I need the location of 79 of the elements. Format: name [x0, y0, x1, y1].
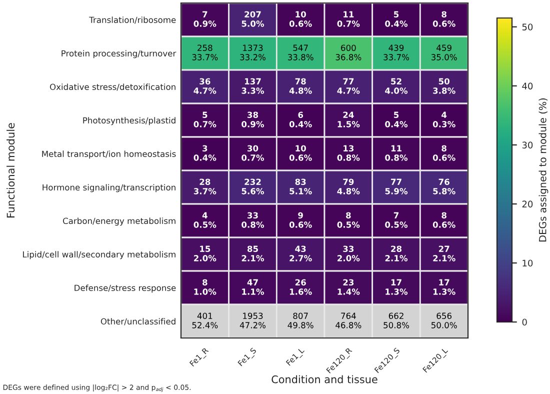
data-label: 83 5.1%: [290, 178, 312, 194]
data-label: 232 5.6%: [242, 178, 264, 194]
data-label: 7 0.9%: [194, 11, 216, 27]
data-label: 459 35.0%: [431, 44, 457, 60]
y-tick-label: Defense/stress response: [74, 284, 176, 293]
data-label: 4 0.5%: [194, 212, 216, 228]
text: 1953 47.2%: [240, 312, 266, 328]
data-label: 43 2.7%: [290, 246, 312, 262]
data-label: 10 0.6%: [289, 11, 312, 27]
data-label: 33 2.0%: [338, 246, 360, 262]
color-bar-label: 10: [522, 260, 533, 267]
y-tick-label: Lipid/cell wall/secondary metabolism: [23, 251, 176, 260]
data-label: 207 5.0%: [242, 11, 264, 27]
y-tick-label: Oxidative stress/detoxification: [50, 84, 176, 91]
data-label: 30 0.7%: [242, 145, 264, 161]
text: 807 49.8%: [288, 312, 314, 328]
y-tick-label: Other/unclassified: [100, 318, 176, 326]
data-label: 13 0.8%: [337, 145, 360, 161]
y-tick-label: Metal transport/ion homeostasis: [42, 150, 176, 159]
y-axis-title: Functional module: [6, 123, 15, 218]
data-label: 8 0.6%: [432, 212, 456, 228]
data-label: 6 0.4%: [289, 112, 312, 128]
data-label: 4 0.3%: [432, 112, 456, 128]
data-label: 5 0.4%: [385, 11, 408, 27]
data-label: 1373 33.2%: [240, 44, 266, 60]
data-label: 28 3.7%: [194, 178, 216, 194]
data-label: 5 0.7%: [194, 112, 216, 128]
data-label: 26 1.6%: [290, 279, 312, 295]
text: 656 50.0%: [431, 312, 457, 328]
data-label: 38 0.9%: [242, 112, 264, 128]
data-label: 78 4.8%: [289, 78, 312, 94]
data-label: 258 33.7%: [192, 44, 218, 60]
data-label: 10 0.6%: [289, 145, 312, 161]
data-label: 547 33.8%: [288, 44, 314, 60]
data-label: 23 1.4%: [338, 279, 360, 295]
data-label: 85 2.1%: [242, 246, 264, 262]
data-label: 439 33.7%: [384, 44, 410, 60]
data-label: 52 4.0%: [385, 78, 408, 94]
data-label: 9 0.6%: [289, 212, 312, 228]
y-tick-label: Carbon/energy metabolism: [62, 218, 176, 226]
data-label: 8 0.6%: [432, 145, 456, 161]
y-tick-label: Translation/ribosome: [89, 16, 176, 24]
data-label: 137 3.3%: [242, 78, 264, 94]
color-bar-label: 40: [522, 82, 533, 90]
data-label: 33 0.8%: [242, 212, 264, 228]
data-label: 11 0.7%: [337, 11, 360, 27]
data-label: 79 4.8%: [337, 178, 360, 194]
data-label: 47 1.1%: [242, 279, 264, 295]
y-tick-label: Hormone signaling/transcription: [42, 184, 176, 192]
data-label: 28 2.1%: [385, 246, 408, 262]
color-bar-label: 50: [522, 24, 533, 30]
data-label: 17 1.3%: [386, 279, 408, 295]
color-bar-label: 30: [522, 142, 533, 148]
data-label: 3 0.4%: [194, 145, 216, 161]
data-label: 8 0.6%: [432, 11, 456, 27]
data-label: 77 5.9%: [385, 178, 408, 194]
text: 662 50.8%: [384, 312, 410, 328]
data-label: 36 4.7%: [194, 78, 216, 94]
x-axis-title: Condition and tissue: [272, 375, 378, 384]
data-label: 5 0.4%: [385, 112, 408, 128]
data-label: 8 1.0%: [194, 279, 216, 295]
data-label: 15 2.0%: [194, 246, 216, 262]
color-bar-title: DEGs assigned to module (%): [538, 98, 548, 242]
data-label: 600 36.8%: [336, 44, 362, 60]
data-label: 17 1.3%: [433, 279, 456, 295]
text: 764 46.8%: [336, 312, 362, 328]
data-label: 77 4.7%: [337, 78, 360, 94]
color-bar-label: 0: [522, 318, 527, 326]
y-tick-label: Protein processing/turnover: [62, 50, 176, 58]
data-label: 11 0.8%: [385, 145, 408, 161]
data-label: 76 5.8%: [433, 178, 456, 194]
text: 401 52.4%: [192, 312, 218, 328]
y-tick-label: Photosynthesis/plastid: [83, 117, 176, 126]
color-bar-label: 20: [522, 200, 533, 208]
data-label: 27 2.1%: [433, 246, 456, 262]
data-label: 24 1.5%: [338, 112, 360, 128]
data-label: 50 3.8%: [433, 78, 456, 94]
data-label: 7 0.5%: [385, 212, 408, 228]
data-label: 8 0.5%: [337, 212, 360, 228]
